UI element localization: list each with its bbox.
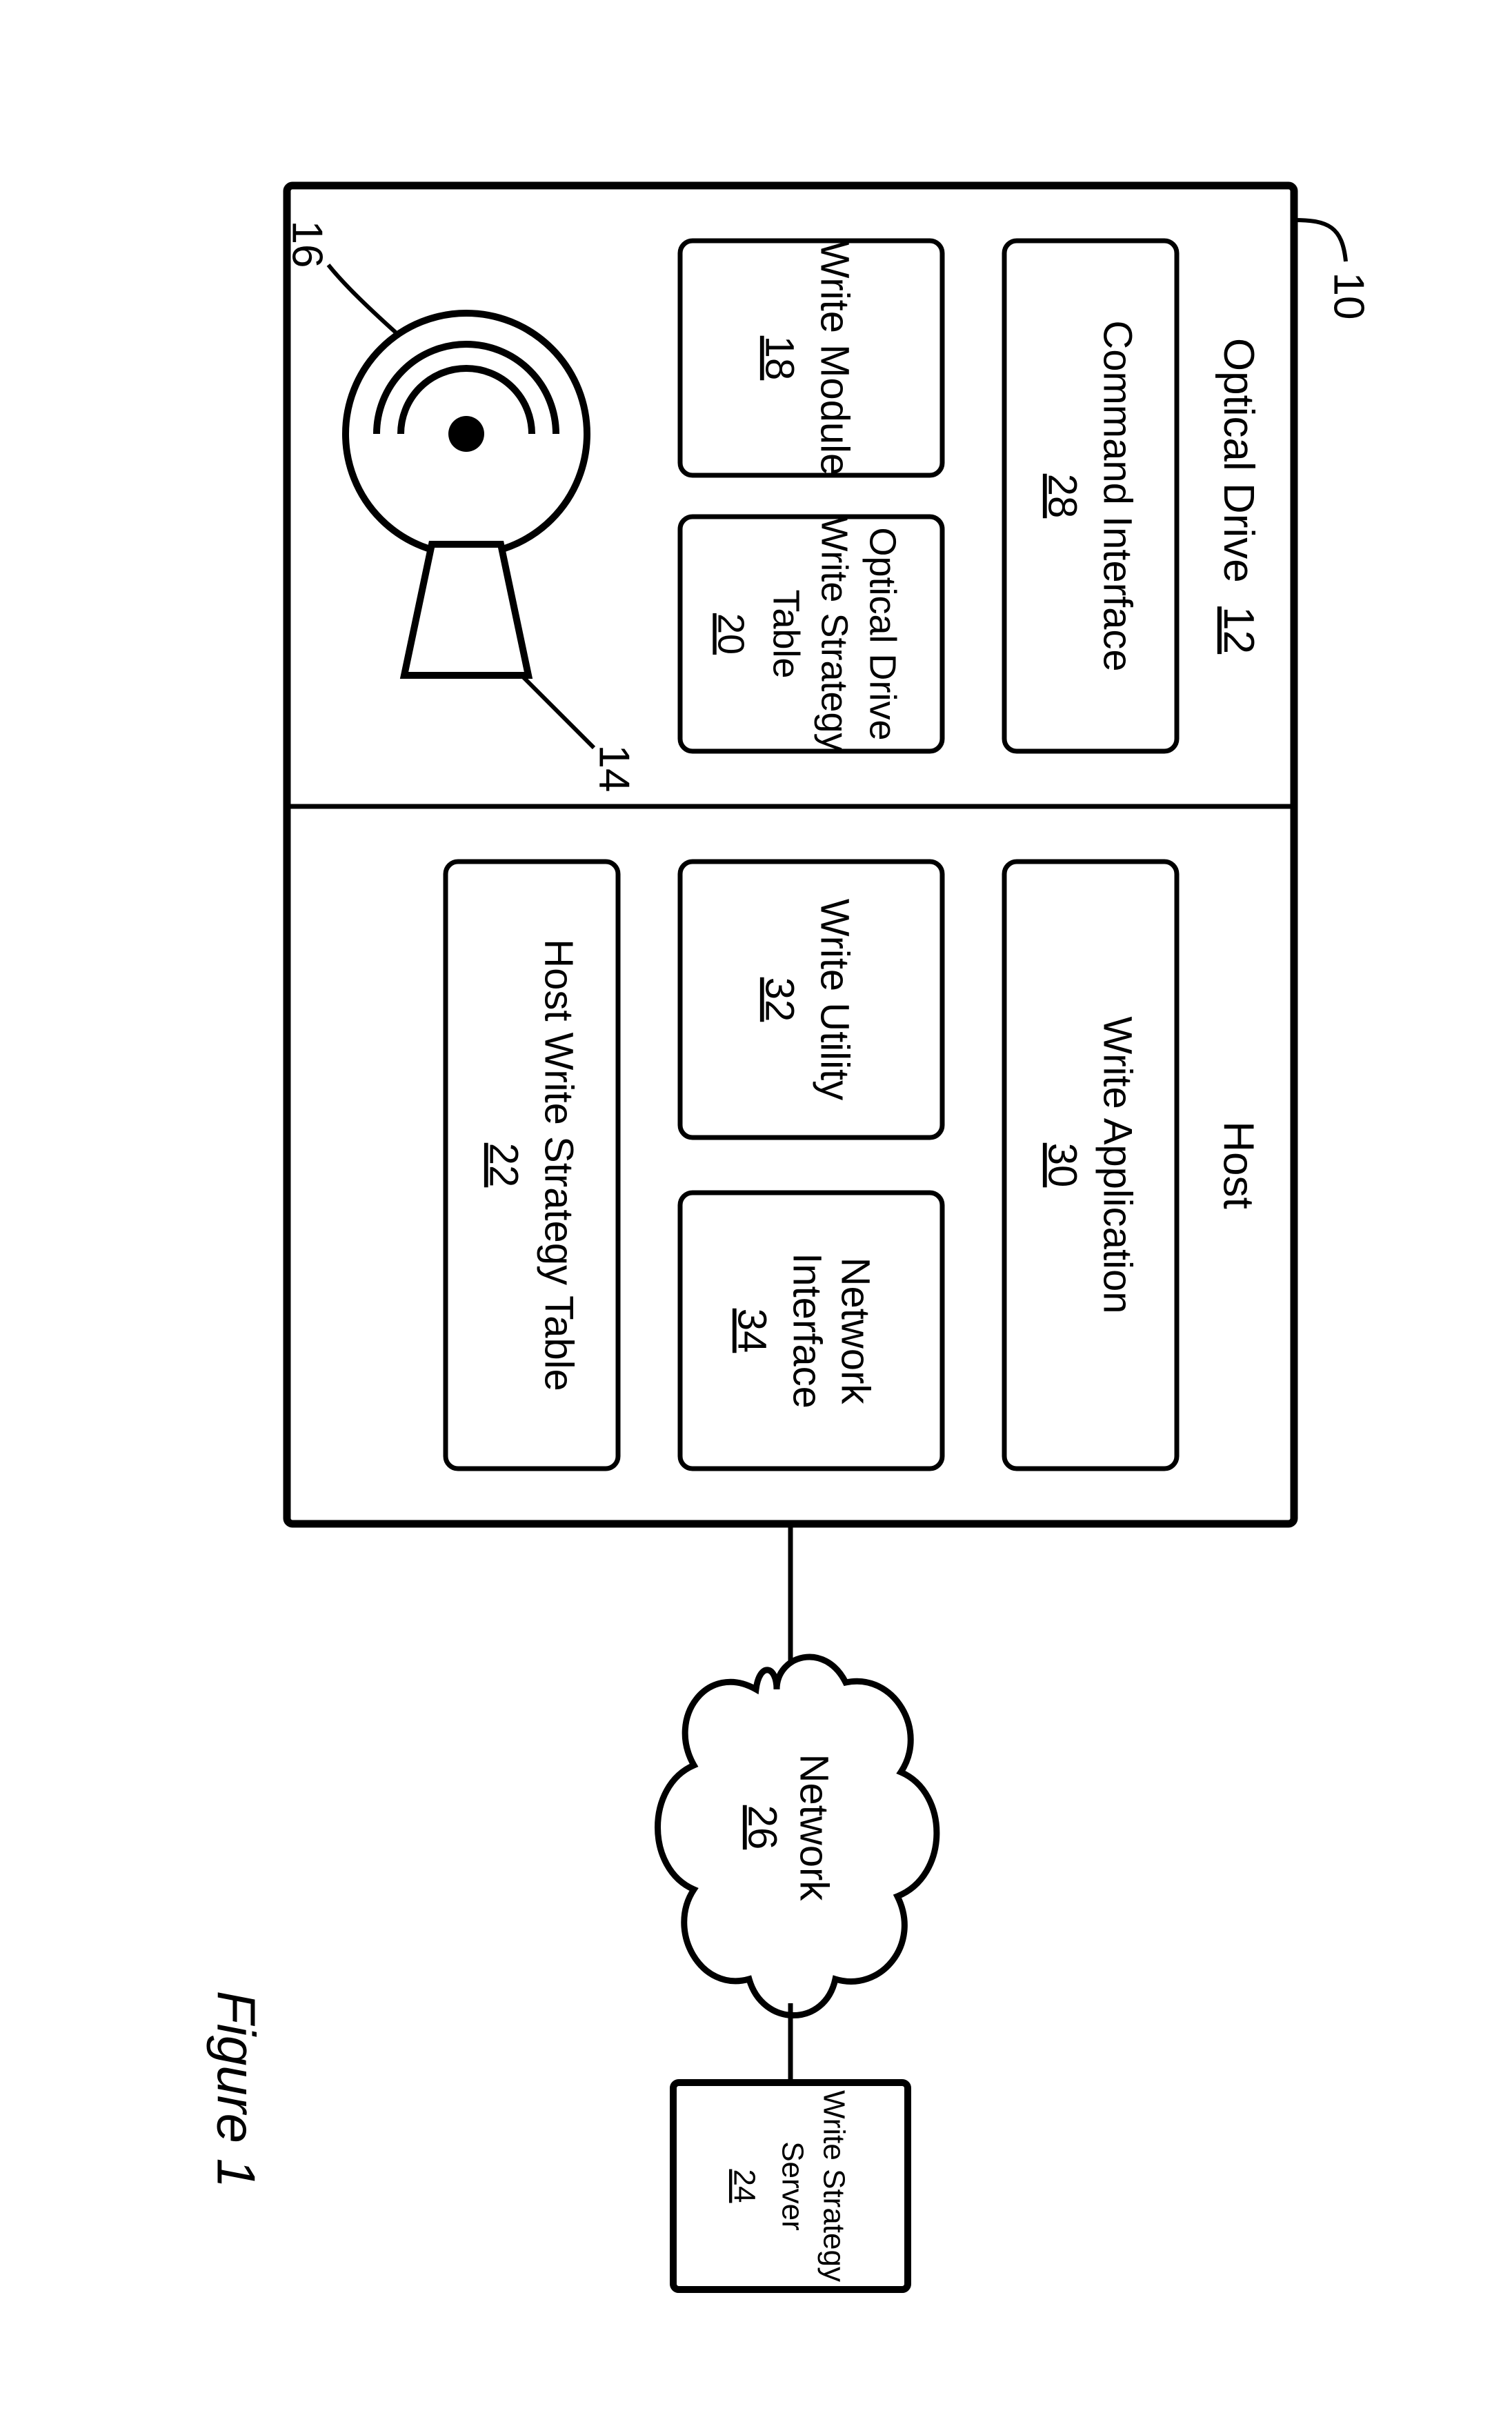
figure-svg: 10 Optical Drive 12 Host Command Interfa… [135, 103, 1377, 2310]
od-strategy-label3: Table [766, 589, 807, 678]
write-application-ref: 30 [1040, 1143, 1085, 1188]
write-application-box [1004, 862, 1177, 1469]
diagram-container: 10 Optical Drive 12 Host Command Interfa… [135, 103, 1377, 2310]
host-strategy-table-box [446, 862, 618, 1469]
network-interface-ref: 34 [730, 1309, 775, 1353]
command-interface-box [1004, 241, 1177, 751]
network-interface-label1: Network [833, 1258, 878, 1405]
server-label1: Write Strategy [817, 2090, 850, 2282]
host-strategy-ref: 22 [481, 1143, 526, 1188]
server-ref: 24 [727, 2169, 761, 2203]
ref-14: 14 [590, 745, 638, 793]
command-interface-label: Command Interface [1095, 320, 1140, 671]
write-module-box [680, 241, 942, 475]
write-application-label: Write Application [1095, 1017, 1140, 1314]
figure-caption: Figure 1 [206, 1991, 266, 2188]
write-utility-label: Write Utility [813, 899, 857, 1100]
command-interface-ref: 28 [1040, 474, 1085, 519]
ref-10-leader [1294, 220, 1346, 261]
host-strategy-label: Host Write Strategy Table [537, 939, 581, 1391]
od-strategy-ref: 20 [710, 613, 752, 655]
ref-10: 10 [1325, 272, 1373, 320]
od-strategy-label2: Write Strategy [814, 516, 855, 751]
write-module-label: Write Module [813, 241, 857, 476]
od-strategy-label1: Optical Drive [862, 527, 904, 740]
network-ref: 26 [740, 1805, 785, 1850]
network-label: Network [792, 1754, 837, 1902]
network-interface-label2: Interface [785, 1253, 830, 1409]
ref-16: 16 [284, 221, 331, 268]
optical-drive-title: Optical Drive 12 [1215, 338, 1262, 654]
host-title: Host [1215, 1121, 1262, 1209]
write-utility-ref: 32 [757, 977, 802, 1022]
write-module-ref: 18 [757, 336, 802, 381]
server-label2: Server [775, 2141, 809, 2231]
write-utility-box [680, 862, 942, 1138]
